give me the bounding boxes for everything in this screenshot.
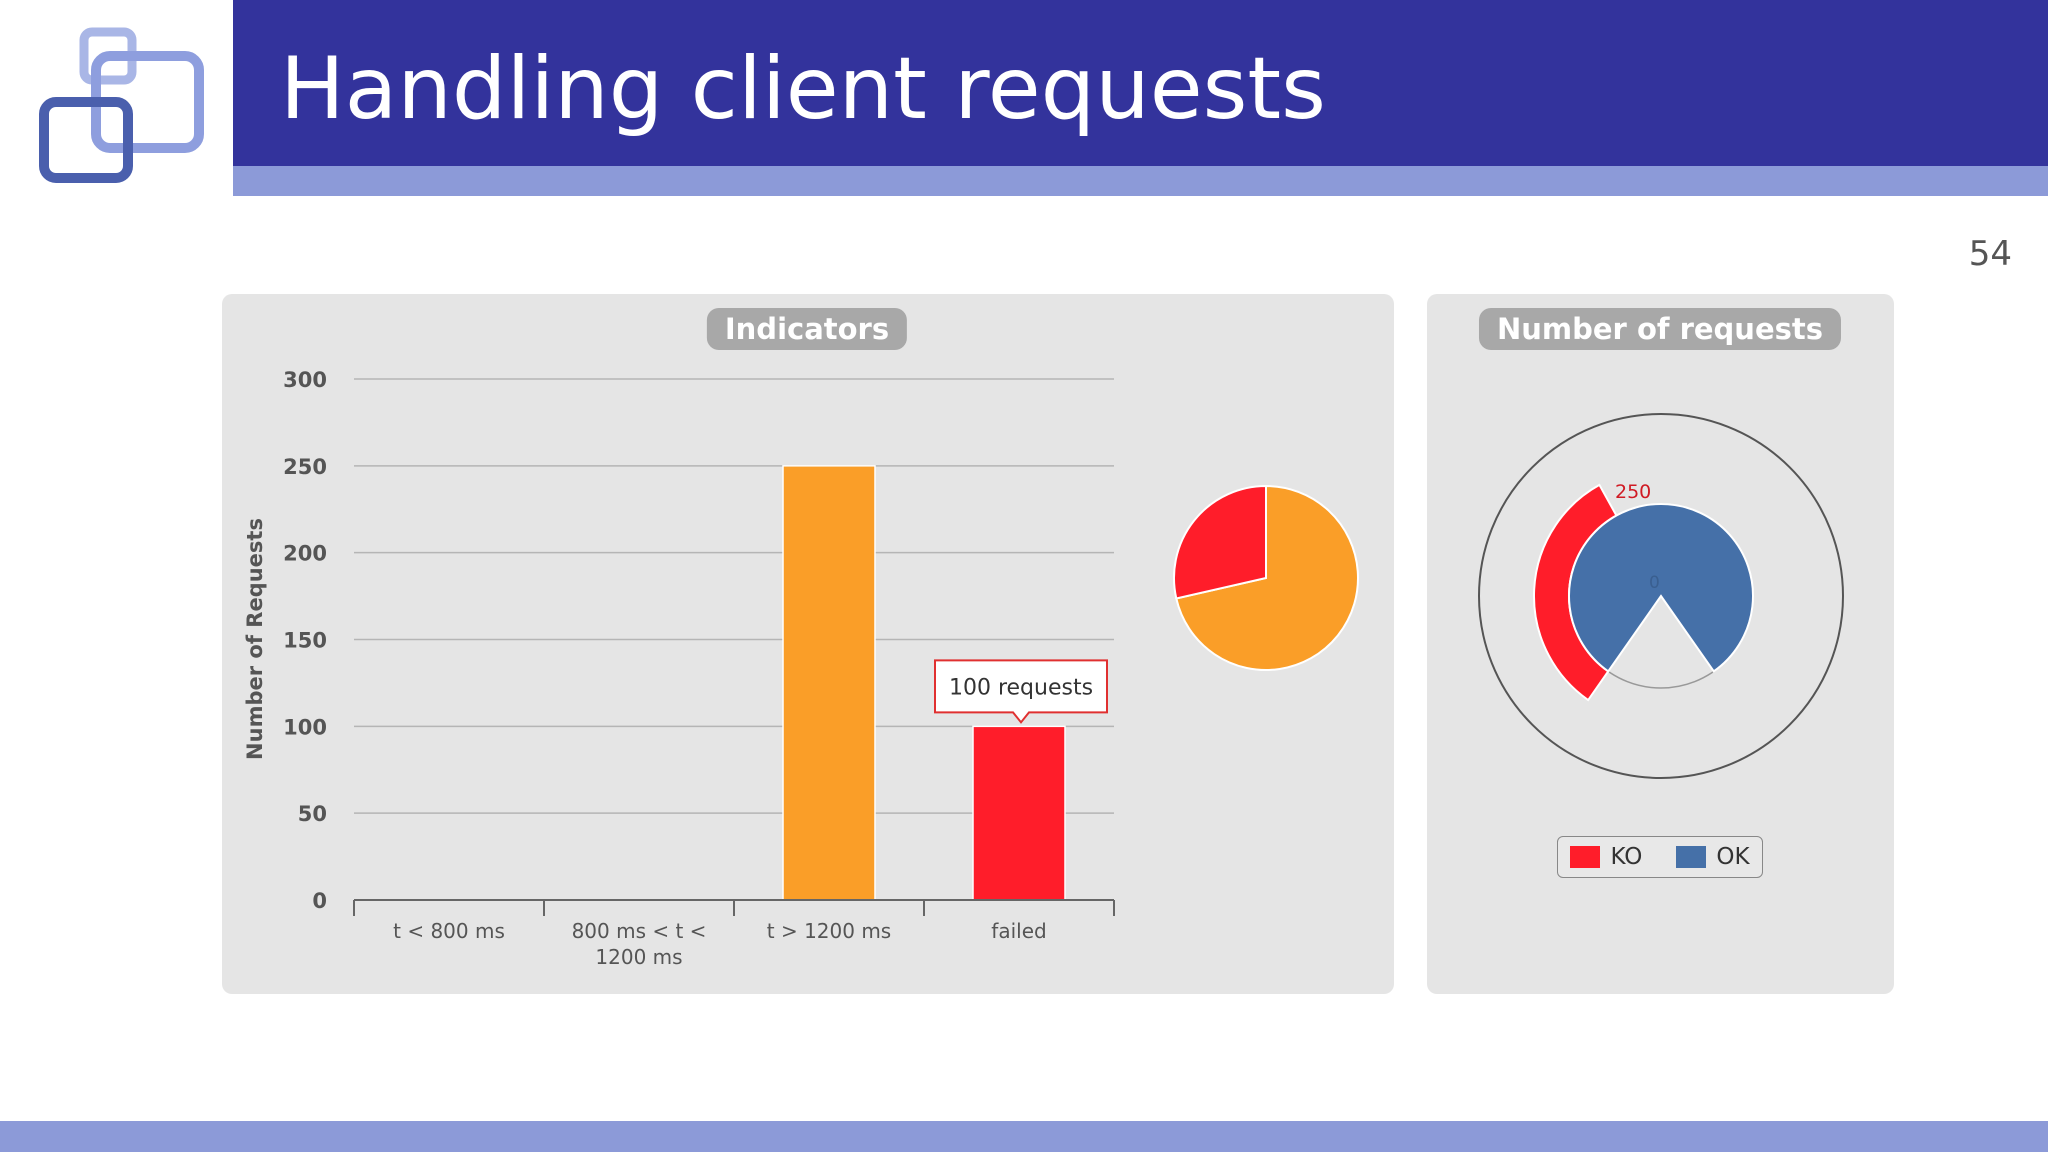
legend-swatch-ok xyxy=(1676,846,1707,868)
requests-title: Number of requests xyxy=(1478,308,1842,350)
slide-title: Handling client requests xyxy=(280,39,1326,139)
y-tick-label: 100 xyxy=(283,715,327,739)
logo-icon xyxy=(39,27,204,183)
y-tick-label: 0 xyxy=(312,889,327,913)
indicators-panel: Indicators 0 50 100 150 200 250 300 t < 800 ms… xyxy=(222,294,1394,994)
x-tick-label: 800 ms < t <1200 ms xyxy=(572,919,707,969)
gauge-tick-label-min: 0 xyxy=(1649,573,1660,593)
x-tick-label: t > 1200 ms xyxy=(767,919,891,943)
indicators-chart: 0 50 100 150 200 250 300 t < 800 ms 800 ms < t … xyxy=(243,368,1359,969)
header-bar xyxy=(233,0,2048,166)
legend-item-ok[interactable]: OK xyxy=(1676,844,1750,870)
bar-2[interactable] xyxy=(782,465,876,901)
x-tick-label: t < 800 ms xyxy=(393,919,505,943)
pie-slice-0[interactable] xyxy=(1175,484,1359,671)
y-tick-label: 300 xyxy=(283,368,327,392)
footer-bar xyxy=(0,1121,2048,1152)
bar-tooltip: 100 requests xyxy=(934,659,1108,724)
y-tick-label: 50 xyxy=(298,802,327,826)
indicators-title: Indicators xyxy=(706,308,908,350)
gauge-outer-ring xyxy=(1478,413,1844,779)
legend-item-ko[interactable]: KO xyxy=(1570,844,1642,870)
page-number: 54 xyxy=(1968,234,2012,274)
gauge-legend: KO OK xyxy=(1557,836,1763,878)
y-tick-label: 150 xyxy=(283,629,327,653)
header-accent-bar xyxy=(233,166,2048,196)
requests-panel: Number of requests 0 250 KO OK xyxy=(1427,294,1894,994)
legend-label-ko: KO xyxy=(1610,844,1643,870)
y-axis-label: Number of Requests xyxy=(243,518,267,760)
y-tick-label: 250 xyxy=(283,455,327,479)
x-tick-label: failed xyxy=(991,919,1046,943)
bar-3[interactable] xyxy=(972,725,1066,901)
pie-slice-1[interactable] xyxy=(1173,484,1267,600)
gauge-tick-label-max: 250 xyxy=(1615,481,1651,503)
tooltip-text: 100 requests xyxy=(949,675,1093,700)
gauge-ok-sector[interactable] xyxy=(1568,503,1754,673)
requests-gauge: 0 250 xyxy=(1478,413,1844,779)
legend-swatch-ko xyxy=(1570,846,1601,868)
legend-label-ok: OK xyxy=(1716,844,1750,870)
y-tick-label: 200 xyxy=(283,542,327,566)
